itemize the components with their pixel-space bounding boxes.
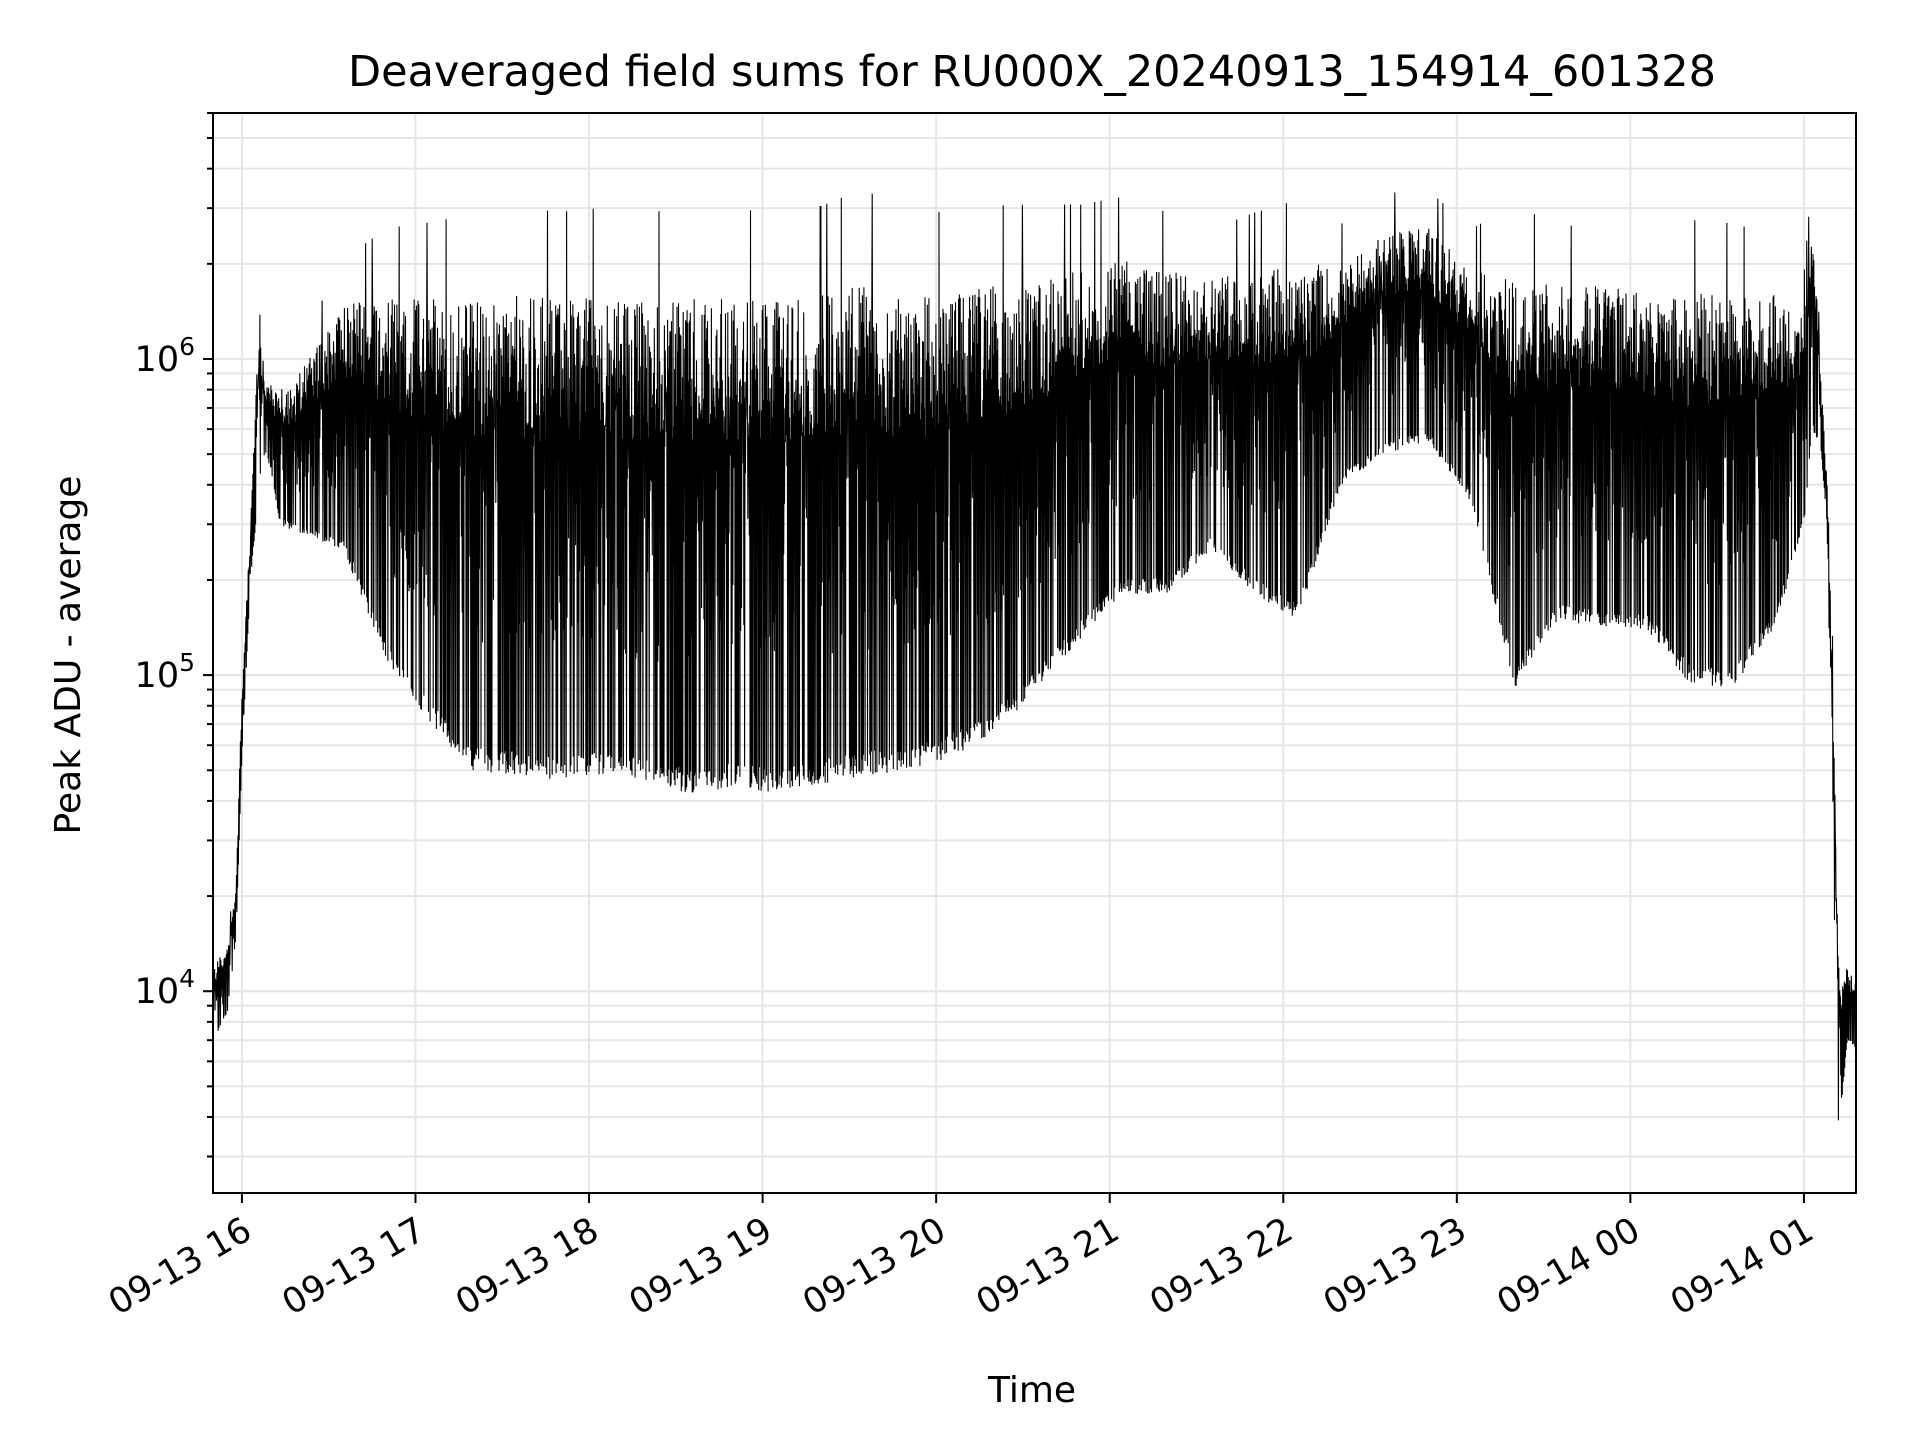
y-tick-base: 10 xyxy=(135,972,180,1012)
y-tick-base: 10 xyxy=(135,340,180,380)
x-tick-label: 09-13 20 xyxy=(796,1210,952,1323)
series-line xyxy=(212,192,1857,1121)
x-tick-label: 09-13 17 xyxy=(276,1210,432,1323)
x-tick-label: 09-13 23 xyxy=(1317,1210,1473,1323)
x-tick-label: 09-13 16 xyxy=(102,1210,258,1323)
y-axis-label: Peak ADU - average xyxy=(48,476,89,835)
x-tick-label: 09-13 19 xyxy=(623,1210,779,1323)
series-layer xyxy=(212,192,1857,1121)
x-tick-label: 09-14 00 xyxy=(1491,1210,1647,1323)
y-tick-label: 106 xyxy=(135,332,195,380)
y-tick-exponent: 5 xyxy=(179,648,195,677)
x-tick-label: 09-13 21 xyxy=(970,1210,1126,1323)
y-tick-label: 104 xyxy=(135,964,195,1012)
y-tick-label: 105 xyxy=(135,648,195,696)
x-tick-label: 09-13 18 xyxy=(449,1210,605,1323)
plot-frame xyxy=(212,112,1857,1194)
x-axis-label: Time xyxy=(987,1370,1076,1411)
y-tick-base: 10 xyxy=(135,656,180,696)
chart-title: Deaveraged field sums for RU000X_2024091… xyxy=(348,47,1716,97)
x-tick-label: 09-13 22 xyxy=(1143,1210,1299,1323)
y-tick-exponent: 6 xyxy=(179,332,195,361)
y-tick-exponent: 4 xyxy=(179,964,195,993)
x-tick-label: 09-14 01 xyxy=(1664,1210,1820,1323)
